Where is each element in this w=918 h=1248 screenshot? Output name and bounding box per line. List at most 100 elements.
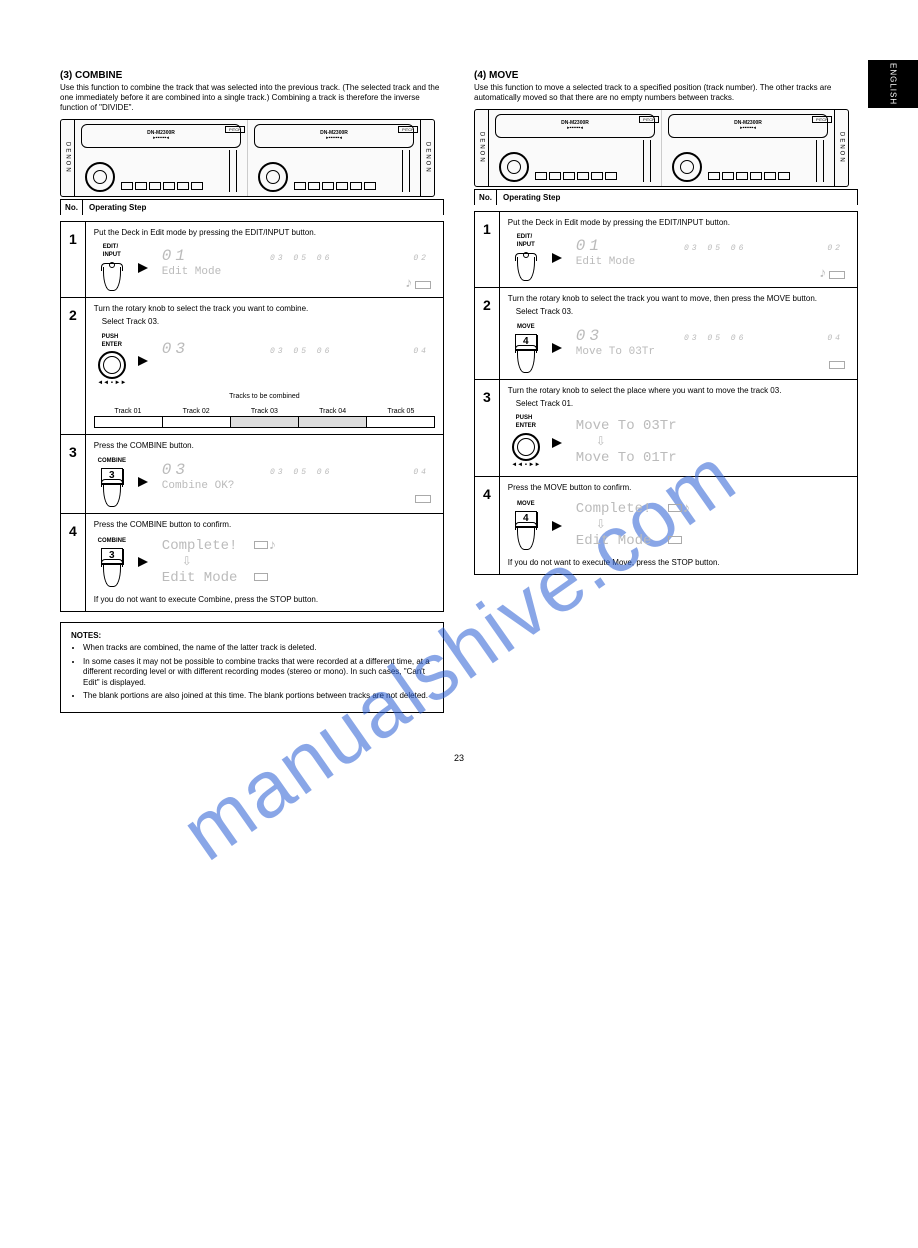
step-cell: Turn the rotary knob to select the place…: [499, 379, 857, 476]
display-readout: 0103 05 0602 Edit Mode ♪: [570, 235, 849, 281]
table-row: 1 Put the Deck in Edit mode by pressing …: [475, 212, 858, 288]
step-text: Turn the rotary knob to select the place…: [508, 386, 849, 396]
move-button-icon: MOVE4: [508, 324, 544, 373]
left-section-no: (3): [60, 70, 72, 81]
page-root: ENGLISH manualshive.com (3) COMBINE Use …: [0, 60, 918, 1248]
language-tab: ENGLISH: [868, 60, 918, 108]
disc-segment-icon: [415, 495, 431, 503]
left-table-header: No. Operating Step: [60, 199, 444, 215]
step-text: Turn the rotary knob to select the track…: [94, 304, 435, 314]
disp-bottom-text: Edit Mode: [576, 533, 652, 549]
page-footer-number: 23: [60, 753, 858, 763]
notes-box: NOTES: When tracks are combined, the nam…: [60, 622, 444, 713]
lcd-icon: DN-M2300R▸▪▪▪▪▪▪◂: [668, 114, 828, 138]
right-column: (4) MOVE Use this function to move a sel…: [474, 60, 858, 713]
right-section-title: MOVE: [489, 70, 518, 81]
arrow-right-icon: [552, 438, 562, 448]
icon-label: EDIT/ INPUT: [517, 234, 535, 250]
note-glyph-icon: ♪: [682, 501, 690, 517]
step-subtext: Select Track 01.: [516, 399, 849, 409]
note-glyph-icon: ♪: [405, 276, 413, 293]
disp-seq: 03 05 06: [270, 468, 332, 478]
step-panel: COMBINE3 0303 05 0604 Combine OK?: [94, 458, 435, 507]
disc-segment-icon: [829, 271, 845, 279]
pitch-tag: PITCH: [398, 126, 418, 133]
edit-input-button-icon: EDIT/ INPUT: [508, 234, 544, 281]
track-label: Track 02: [162, 407, 230, 416]
display-readout: Move To 03Tr ⇩ Move To 01Tr: [570, 416, 849, 469]
step-number: 3: [475, 379, 500, 476]
rotary-knob-icon: PUSH ENTER◄◄ ▪ ►►: [508, 415, 544, 469]
track-bar: [94, 416, 435, 428]
button-cluster: [708, 172, 804, 180]
disp-tail: 02: [827, 244, 843, 254]
lcd-icon: DN-M2300R▸▪▪▪▪▪▪◂: [81, 124, 241, 148]
jog-wheel-icon: [672, 152, 702, 182]
disp-bottom: Edit Mode: [162, 570, 429, 587]
display-readout: Complete! ♪ ⇩ Edit Mode: [156, 536, 435, 589]
right-section-heading: (4) MOVE: [474, 70, 858, 81]
disp-top: Move To 03Tr: [576, 418, 843, 435]
disp-bignum: 01: [576, 237, 603, 256]
disp-tail: 04: [413, 347, 429, 357]
pitch-tag: PITCH: [812, 116, 832, 123]
hdr-no: No.: [475, 190, 497, 205]
icon-label: PUSH ENTER: [516, 415, 536, 431]
disp-bignum: 01: [162, 247, 189, 266]
step-subtext: Select Track 03.: [516, 307, 849, 317]
disc-segment-icon: [415, 281, 431, 289]
disp-top-text: Complete!: [162, 538, 238, 554]
device-brand-left: DENON: [61, 120, 75, 196]
disp-seq: 03 05 06: [684, 244, 746, 254]
table-row: 2 Turn the rotary knob to select the tra…: [475, 287, 858, 379]
step-cell: Turn the rotary knob to select the track…: [499, 287, 857, 379]
icon-label: MOVE: [517, 324, 535, 332]
step-number: 3: [61, 435, 86, 513]
icon-label: MOVE: [517, 501, 535, 509]
disp-tail: 02: [413, 254, 429, 264]
track-label: Track 01: [94, 407, 162, 416]
jog-wheel-icon: [258, 162, 288, 192]
arrow-right-icon: [138, 557, 148, 567]
left-steps-table: 1 Put the Deck in Edit mode by pressing …: [60, 221, 444, 612]
step-cell: Press the COMBINE button to confirm. COM…: [85, 513, 443, 612]
two-columns: (3) COMBINE Use this function to combine…: [60, 60, 858, 713]
step-panel: EDIT/ INPUT 0103 05 0602 Edit Mode ♪: [94, 244, 435, 291]
step-postnote: If you do not want to execute Combine, p…: [94, 595, 435, 605]
lcd-icon: DN-M2300R▸▪▪▪▪▪▪◂: [495, 114, 655, 138]
pitch-slider-icon: [812, 140, 828, 182]
list-item: The blank portions are also joined at th…: [83, 691, 433, 701]
step-panel: PUSH ENTER◄◄ ▪ ►► Move To 03Tr ⇩ Move To…: [508, 415, 849, 469]
table-row: 3 Press the COMBINE button. COMBINE3 030…: [61, 435, 444, 513]
disp-top: Complete! ♪: [162, 538, 429, 555]
arrow-right-icon: [552, 343, 562, 353]
step-cell: Press the MOVE button to confirm. MOVE4 …: [499, 476, 857, 575]
table-row: 3 Turn the rotary knob to select the pla…: [475, 379, 858, 476]
jog-wheel-icon: [499, 152, 529, 182]
disc-segment-icon: [254, 573, 268, 581]
lcd-icon: DN-M2300R▸▪▪▪▪▪▪◂: [254, 124, 414, 148]
disp-tail: 04: [413, 468, 429, 478]
disp-seq: 03 05 06: [684, 334, 746, 344]
step-text: Press the COMBINE button.: [94, 441, 435, 451]
track-label: Track 04: [299, 407, 367, 416]
device-illustration-right: DENON DN-M2300R▸▪▪▪▪▪▪◂ PITCH DN-M2300R▸…: [474, 109, 849, 187]
hdr-op: Operating Step: [83, 200, 443, 215]
icon-label: EDIT/ INPUT: [103, 244, 121, 260]
table-row: 2 Turn the rotary knob to select the tra…: [61, 297, 444, 434]
edit-input-button-icon: EDIT/ INPUT: [94, 244, 130, 291]
combine-button-icon: COMBINE3: [94, 538, 130, 587]
step-panel: COMBINE3 Complete! ♪ ⇩ Edit Mode: [94, 536, 435, 589]
device-deck-b: DN-M2300R▸▪▪▪▪▪▪◂ PITCH: [248, 120, 420, 196]
device-illustration-left: DENON DN-M2300R▸▪▪▪▪▪▪◂ PITCH DN-M2300R▸…: [60, 119, 435, 197]
disp-bottom: Move To 01Tr: [576, 450, 843, 467]
step-panel: EDIT/ INPUT 0103 05 0602 Edit Mode ♪: [508, 234, 849, 281]
step-cell: Turn the rotary knob to select the track…: [85, 297, 443, 434]
disp-bottom: Edit Mode: [576, 533, 843, 550]
icon-label: PUSH ENTER: [102, 334, 122, 350]
disp-bignum: 03: [162, 461, 189, 480]
step-text: Press the MOVE button to confirm.: [508, 483, 849, 493]
right-section-desc: Use this function to move a selected tra…: [474, 83, 858, 103]
arrow-right-icon: [552, 253, 562, 263]
pitch-slider-icon: [639, 140, 655, 182]
